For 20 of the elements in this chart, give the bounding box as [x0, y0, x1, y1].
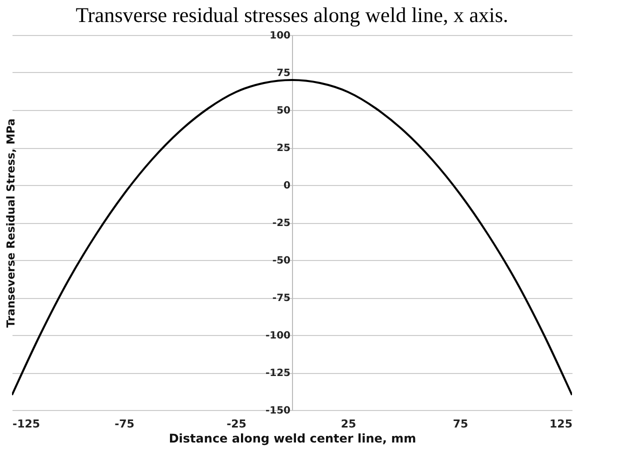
- x-tick-label: 125: [550, 418, 572, 430]
- y-tick-label: -50: [272, 256, 291, 266]
- chart-title: Transverse residual stresses along weld line, x axis.: [76, 3, 508, 27]
- y-tick-label: -100: [265, 330, 291, 342]
- y-tick-label: 50: [276, 106, 291, 116]
- y-tick-label: -25: [272, 218, 291, 229]
- y-tick-label: -75: [272, 293, 291, 304]
- x-axis-title: Distance along weld center line, mm: [168, 432, 416, 446]
- y-tick-label: 0: [284, 180, 291, 192]
- y-tick-label: 25: [276, 143, 291, 154]
- y-tick-label: -125: [265, 368, 291, 379]
- x-tick-label: 75: [452, 418, 468, 430]
- y-tick-label: -150: [265, 406, 291, 416]
- y-axis-title: Transeverse Residual Stress, MPa: [4, 118, 18, 328]
- x-tick-label: -75: [114, 418, 134, 430]
- y-tick-label: 100: [270, 30, 291, 42]
- x-tick-label: 25: [340, 418, 356, 430]
- x-tick-label: -25: [226, 418, 246, 430]
- x-tick-label: -125: [12, 418, 40, 430]
- y-tick-label: 75: [276, 68, 291, 79]
